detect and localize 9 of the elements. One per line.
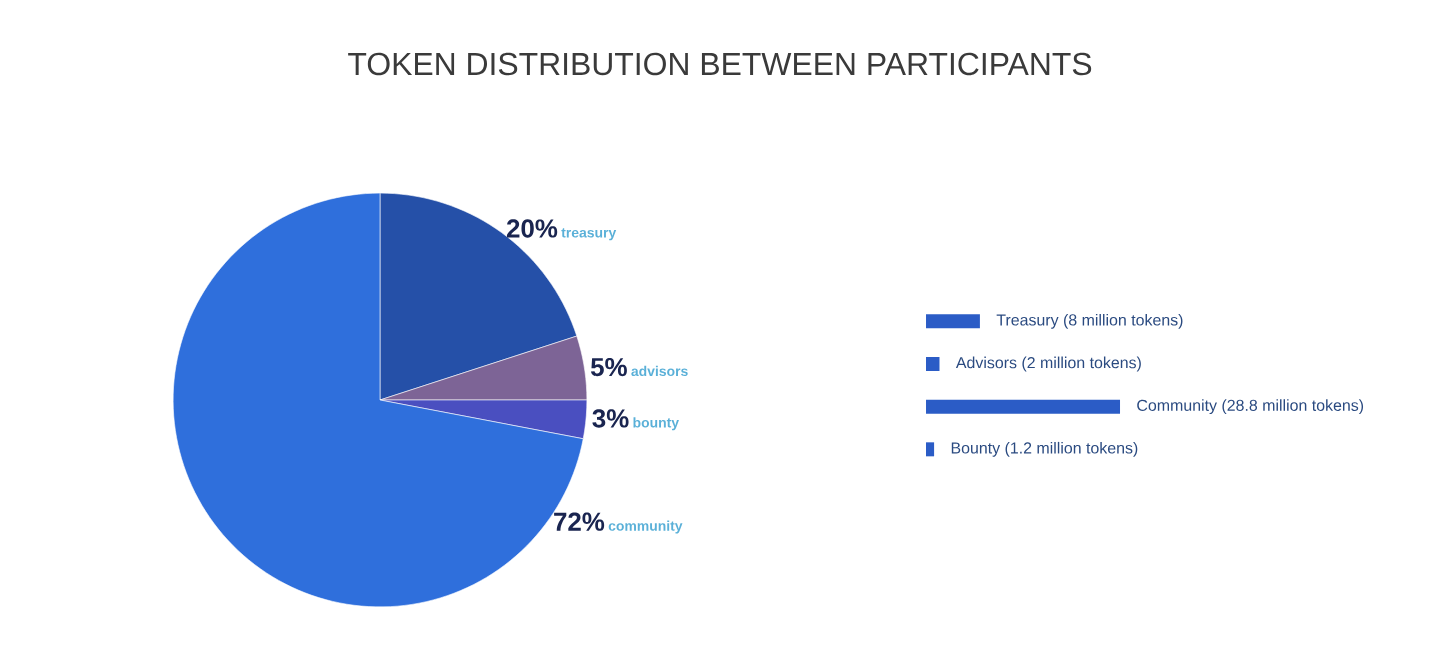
bar (926, 314, 980, 329)
data-label: 20% (506, 219, 558, 238)
data-label: 5% (590, 357, 627, 377)
bar (926, 442, 935, 457)
data-label: 3% (592, 409, 629, 428)
bar (926, 399, 1121, 414)
bar (926, 357, 940, 371)
chart-title: TOKEN DISTRIBUTION BETWEEN PARTICIPANTS (348, 52, 1092, 76)
data-label: 72% (554, 512, 605, 531)
